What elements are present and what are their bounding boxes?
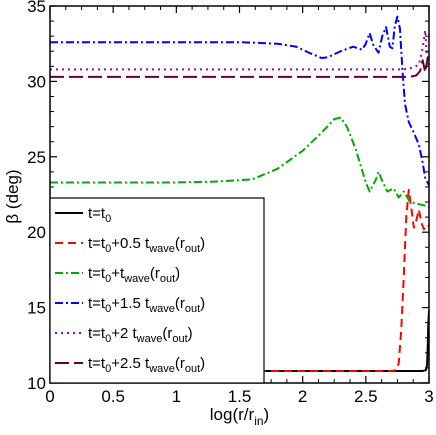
series-line-2	[50, 116, 429, 208]
labels-layer: log(r/rin) β (deg)	[3, 169, 269, 428]
x-tick-label: 0.5	[101, 387, 125, 406]
x-tick-label: 0	[45, 387, 54, 406]
y-axis-label: β (deg)	[3, 169, 22, 223]
y-tick-label: 30	[27, 72, 46, 91]
x-tick-label: 2	[298, 387, 307, 406]
series-line-4	[50, 29, 429, 71]
y-tick-label: 25	[27, 148, 46, 167]
x-axis-label: log(r/rin)	[210, 405, 269, 428]
ticks-layer: 0 0.5 1 1.5 2 2.5 3 10 15 20 25 30 35	[27, 0, 434, 406]
series-line-5	[50, 56, 429, 78]
legend-entry-0: t=t0	[88, 205, 111, 225]
x-tick-label: 1.5	[228, 387, 252, 406]
y-tick-label: 35	[27, 0, 46, 16]
series-line-1	[50, 188, 429, 372]
legend-entry-5: t=t0+2.5 twave(rout)	[88, 355, 205, 375]
legend-entry-3: t=t0+1.5 twave(rout)	[88, 295, 205, 315]
legend-entry-2: t=t0+twave(rout)	[88, 265, 180, 285]
x-tick-label: 2.5	[354, 387, 378, 406]
legend: t=t0 t=t0+0.5 twave(rout) t=t0+twave(rout)…	[49, 197, 265, 384]
legend-box	[49, 197, 265, 384]
y-tick-label: 10	[27, 374, 46, 393]
y-tick-label: 20	[27, 223, 46, 242]
y-tick-label: 15	[27, 299, 46, 318]
legend-entry-4: t=t0+2 twave(rout)	[88, 325, 193, 345]
x-tick-label: 1	[172, 387, 181, 406]
series-line-3	[50, 15, 429, 186]
legend-entry-1: t=t0+0.5 twave(rout)	[88, 235, 205, 255]
x-tick-label: 3	[424, 387, 433, 406]
